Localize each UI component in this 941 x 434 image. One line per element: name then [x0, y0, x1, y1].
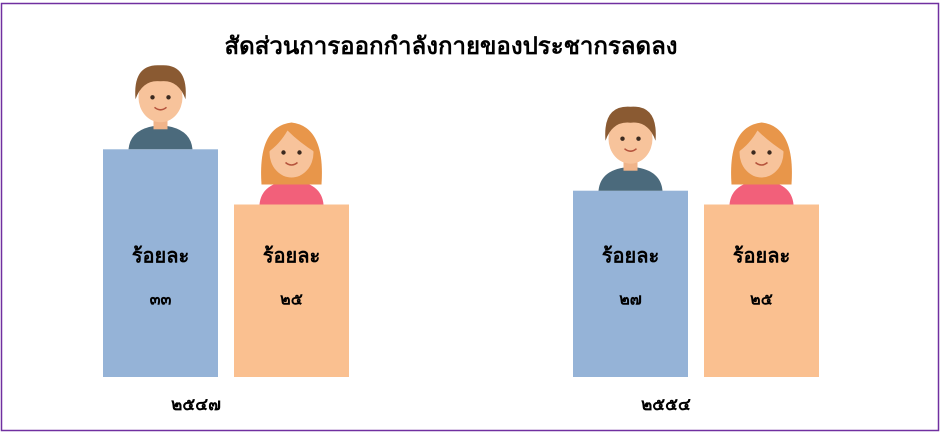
- x-tick-label: ๒๕๕๔: [641, 395, 691, 415]
- eye: [620, 136, 625, 141]
- value-label: ๒๕: [750, 290, 773, 309]
- eye: [751, 150, 756, 155]
- mouth: [154, 106, 167, 111]
- eye: [297, 150, 302, 155]
- eye: [636, 136, 641, 141]
- girl-icon: [259, 122, 324, 205]
- hair: [135, 65, 186, 100]
- bar: [573, 190, 688, 377]
- value-label: ๒๕: [280, 290, 303, 309]
- shirt: [729, 180, 794, 205]
- x-tick-label: ๒๕๔๗: [171, 395, 221, 415]
- unit-label: ร้อยละ: [602, 244, 659, 268]
- eye: [166, 95, 171, 100]
- eye: [767, 150, 772, 155]
- unit-label: ร้อยละ: [263, 244, 320, 268]
- mouth: [624, 148, 637, 152]
- face: [608, 113, 653, 164]
- value-label: ๓๓: [150, 290, 172, 309]
- hair: [737, 124, 786, 153]
- chart-title: สัดส่วนการออกกำลังกายของประชากรลดลง: [225, 32, 678, 60]
- shirt: [598, 166, 663, 191]
- bar: [234, 204, 349, 377]
- boy-icon: [598, 106, 663, 191]
- unit-label: ร้อยละ: [132, 244, 189, 268]
- bar: [103, 149, 218, 377]
- shirt: [259, 180, 324, 205]
- hair: [267, 124, 316, 153]
- hair: [605, 106, 656, 141]
- unit-label: ร้อยละ: [733, 244, 790, 268]
- boy-icon: [128, 65, 193, 150]
- mouth: [285, 161, 298, 166]
- eye: [150, 95, 155, 100]
- value-label: ๒๗: [619, 290, 642, 309]
- mouth: [755, 161, 768, 166]
- shirt: [128, 125, 193, 150]
- face: [138, 72, 183, 123]
- eye: [281, 150, 286, 155]
- girl-icon: [729, 122, 794, 205]
- bar: [704, 204, 819, 377]
